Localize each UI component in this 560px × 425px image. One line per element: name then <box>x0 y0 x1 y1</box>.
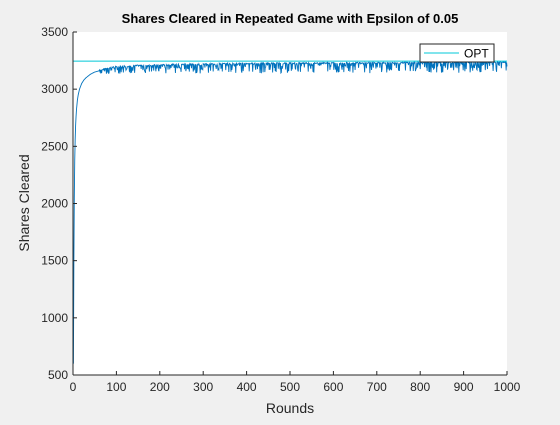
y-tick-label: 3500 <box>41 25 68 39</box>
x-tick-label: 900 <box>454 380 474 394</box>
x-tick-label: 100 <box>106 380 126 394</box>
x-tick-label: 200 <box>150 380 170 394</box>
y-axis-label: Shares Cleared <box>16 154 32 251</box>
x-tick-label: 500 <box>280 380 300 394</box>
x-tick-label: 400 <box>237 380 257 394</box>
y-tick-label: 2500 <box>41 139 68 153</box>
x-tick-label: 600 <box>323 380 343 394</box>
y-tick-label: 2000 <box>41 197 68 211</box>
x-tick-label: 0 <box>70 380 77 394</box>
y-tick-label: 1000 <box>41 311 68 325</box>
x-tick-label: 700 <box>367 380 387 394</box>
legend: OPT <box>419 43 495 63</box>
axes-layer: 0 100 200 300 400 500 600 700 800 900 1000 500 1000 1… <box>41 25 520 394</box>
legend-label-opt: OPT <box>464 47 489 61</box>
x-axis-label: Rounds <box>266 400 314 416</box>
y-tick-label: 1500 <box>41 254 68 268</box>
y-tick-label: 500 <box>48 368 68 382</box>
x-tick-label: 1000 <box>494 380 521 394</box>
chart-title: Shares Cleared in Repeated Game with Eps… <box>122 11 459 26</box>
x-tick-label: 300 <box>193 380 213 394</box>
axes-background <box>73 32 507 375</box>
x-tick-label: 800 <box>410 380 430 394</box>
series-line-shares-cleared <box>72 60 508 364</box>
y-tick-label: 3000 <box>41 82 68 96</box>
